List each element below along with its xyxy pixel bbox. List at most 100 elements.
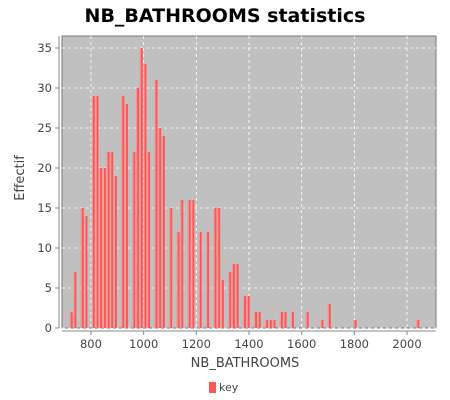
bar <box>143 64 147 328</box>
bar-highlight <box>187 200 189 328</box>
bar-highlight <box>139 48 141 328</box>
bar-highlight <box>99 168 101 328</box>
bar <box>139 48 143 328</box>
bar <box>102 168 106 328</box>
bar <box>254 312 258 328</box>
x-axis-label: NB_BATHROOMS <box>191 356 300 371</box>
bar <box>235 264 239 328</box>
bar-highlight <box>132 152 134 328</box>
bar <box>114 176 117 328</box>
bar <box>191 200 195 328</box>
bar-highlight <box>283 312 285 328</box>
bar-highlight <box>353 320 355 328</box>
bar-highlight <box>206 232 208 328</box>
x-tick-label: 1400 <box>234 337 263 351</box>
bar-highlight <box>243 296 245 328</box>
bar-highlight <box>154 80 156 328</box>
y-tick-label: 0 <box>45 321 52 335</box>
bar <box>176 232 180 328</box>
bar <box>217 208 221 328</box>
bar-highlight <box>246 296 248 328</box>
bar-highlight <box>147 152 149 328</box>
bar <box>232 264 235 328</box>
bar <box>95 96 99 328</box>
bar-highlight <box>268 320 270 328</box>
bar <box>279 312 283 328</box>
bar <box>121 96 125 328</box>
chart-title: NB_BATHROOMS statistics <box>85 5 366 27</box>
bar <box>206 232 210 328</box>
x-tick-label: 1200 <box>182 337 211 351</box>
bar-highlight <box>232 264 234 328</box>
bar <box>106 152 110 328</box>
bar <box>91 96 95 328</box>
bar-highlight <box>161 136 163 328</box>
x-tick-label: 1800 <box>340 337 369 351</box>
x-tick-label: 2000 <box>392 337 421 351</box>
bar-highlight <box>91 96 93 328</box>
bar-highlight <box>80 208 82 328</box>
bar-highlight <box>110 152 112 328</box>
bar-highlight <box>125 104 127 328</box>
bar <box>154 80 158 328</box>
bar <box>125 104 128 328</box>
bar <box>99 168 103 328</box>
bar-highlight <box>106 152 108 328</box>
bar <box>198 232 202 328</box>
y-tick-label: 10 <box>37 241 52 255</box>
bar-highlight <box>143 64 145 328</box>
y-tick-label: 35 <box>37 41 52 55</box>
y-tick-label: 30 <box>37 81 52 95</box>
bars <box>69 48 420 328</box>
bar-highlight <box>416 320 418 328</box>
x-tick-label: 1000 <box>129 337 158 351</box>
bar <box>132 152 136 328</box>
axes: 800 1000 1200 1400 1600 1800 2000 0 5 10 15 20 25 30 3… <box>37 36 436 351</box>
y-tick-label: 5 <box>45 281 52 295</box>
bar-highlight <box>198 232 200 328</box>
bar-highlight <box>320 320 322 328</box>
bar <box>257 312 261 328</box>
bar <box>161 136 165 328</box>
bar-highlight <box>235 264 237 328</box>
bar-highlight <box>136 88 138 328</box>
bar <box>320 320 324 328</box>
bar <box>246 296 250 328</box>
bar-highlight <box>220 280 222 328</box>
bar <box>73 272 77 328</box>
y-tick-label: 20 <box>37 161 52 175</box>
bar-highlight <box>121 96 123 328</box>
bar-highlight <box>257 312 259 328</box>
bar <box>416 320 420 328</box>
bar-highlight <box>191 200 193 328</box>
bar-highlight <box>69 312 71 328</box>
bar-highlight <box>228 272 230 328</box>
bar-highlight <box>265 320 267 328</box>
legend-swatch <box>209 382 216 393</box>
bar <box>220 280 224 328</box>
bar <box>80 208 84 328</box>
bar <box>272 320 276 328</box>
bar <box>169 208 173 328</box>
bar-highlight <box>213 208 215 328</box>
bar-highlight <box>158 128 160 328</box>
bar <box>291 312 294 328</box>
bar <box>69 312 73 328</box>
x-tick-label: 800 <box>80 337 102 351</box>
bar-highlight <box>254 312 256 328</box>
bar <box>243 296 246 328</box>
bar-highlight <box>114 176 116 328</box>
bar-highlight <box>102 168 104 328</box>
bar-highlight <box>169 208 171 328</box>
bar-highlight <box>305 312 307 328</box>
bar <box>147 152 151 328</box>
bar-highlight <box>73 272 75 328</box>
bar <box>305 312 309 328</box>
bar <box>158 128 162 328</box>
bar <box>268 320 272 328</box>
bar-highlight <box>84 216 86 328</box>
bar <box>187 200 191 328</box>
bar-highlight <box>217 208 219 328</box>
bar-highlight <box>327 304 329 328</box>
